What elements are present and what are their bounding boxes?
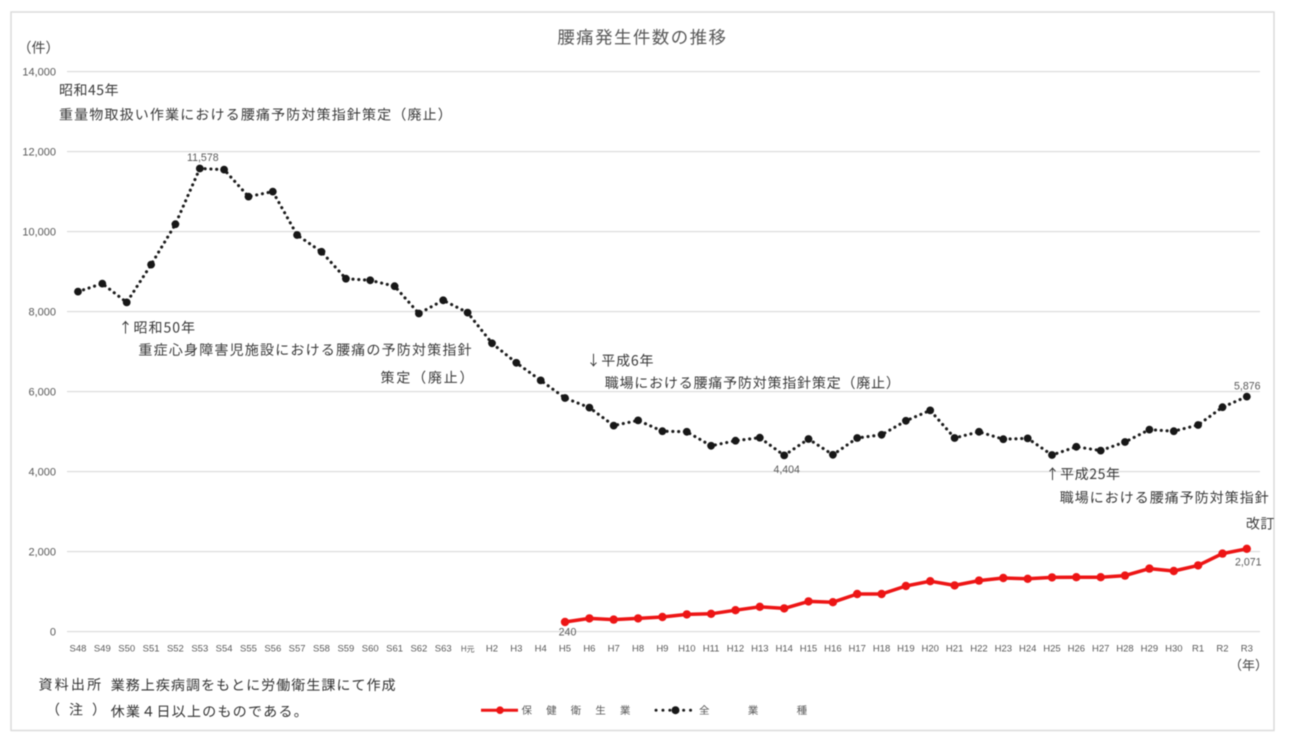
svg-text:14,000: 14,000	[22, 66, 56, 78]
svg-text:S63: S63	[435, 644, 452, 655]
svg-text:12,000: 12,000	[22, 146, 56, 158]
svg-text:S48: S48	[70, 644, 87, 655]
svg-text:H8: H8	[632, 644, 644, 655]
svg-text:4,404: 4,404	[773, 464, 800, 476]
svg-text:5,876: 5,876	[1234, 381, 1261, 393]
svg-text:H16: H16	[824, 644, 841, 655]
svg-text:R3: R3	[1241, 644, 1253, 655]
svg-text:S49: S49	[94, 644, 111, 655]
svg-text:H25: H25	[1043, 644, 1060, 655]
svg-text:H11: H11	[703, 644, 720, 655]
svg-text:H26: H26	[1068, 644, 1085, 655]
svg-text:H30: H30	[1165, 644, 1182, 655]
svg-text:H12: H12	[727, 644, 744, 655]
svg-text:H22: H22	[970, 644, 987, 655]
svg-text:H7: H7	[608, 644, 620, 655]
svg-text:4,000: 4,000	[28, 466, 56, 478]
svg-text:R1: R1	[1192, 644, 1204, 655]
svg-text:H24: H24	[1019, 644, 1036, 655]
svg-text:240: 240	[559, 627, 577, 639]
svg-text:H4: H4	[535, 644, 547, 655]
svg-text:H13: H13	[751, 644, 768, 655]
svg-text:H18: H18	[873, 644, 890, 655]
svg-text:S58: S58	[313, 644, 330, 655]
svg-text:H17: H17	[848, 644, 865, 655]
svg-text:S62: S62	[410, 644, 427, 655]
svg-text:H20: H20	[921, 644, 938, 655]
svg-text:H29: H29	[1141, 644, 1158, 655]
svg-text:2,071: 2,071	[1235, 556, 1262, 568]
svg-text:H21: H21	[946, 644, 963, 655]
svg-text:8,000: 8,000	[28, 306, 56, 318]
svg-text:H28: H28	[1116, 644, 1133, 655]
svg-text:H15: H15	[800, 644, 817, 655]
svg-text:H23: H23	[995, 644, 1012, 655]
svg-text:R2: R2	[1216, 644, 1228, 655]
svg-text:H3: H3	[510, 644, 522, 655]
svg-text:H6: H6	[583, 644, 595, 655]
svg-text:H19: H19	[897, 644, 914, 655]
svg-text:H: H	[461, 645, 467, 654]
svg-text:S50: S50	[118, 644, 135, 655]
svg-text:S55: S55	[240, 644, 257, 655]
svg-text:S57: S57	[289, 644, 306, 655]
svg-text:H10: H10	[678, 644, 695, 655]
svg-text:S53: S53	[191, 644, 208, 655]
svg-text:10,000: 10,000	[22, 226, 56, 238]
svg-text:S59: S59	[337, 644, 354, 655]
svg-text:S56: S56	[264, 644, 281, 655]
svg-text:H14: H14	[775, 644, 792, 655]
svg-text:S51: S51	[143, 644, 160, 655]
svg-text:11,578: 11,578	[187, 152, 219, 164]
svg-text:S61: S61	[386, 644, 403, 655]
svg-text:0: 0	[50, 626, 56, 638]
svg-text:H9: H9	[656, 644, 668, 655]
svg-text:H27: H27	[1092, 644, 1109, 655]
svg-text:6,000: 6,000	[28, 386, 56, 398]
svg-text:2,000: 2,000	[28, 546, 56, 558]
svg-text:S52: S52	[167, 644, 184, 655]
svg-text:S54: S54	[216, 644, 233, 655]
svg-text:H2: H2	[486, 644, 498, 655]
svg-text:H5: H5	[559, 644, 571, 655]
svg-text:S60: S60	[362, 644, 379, 655]
